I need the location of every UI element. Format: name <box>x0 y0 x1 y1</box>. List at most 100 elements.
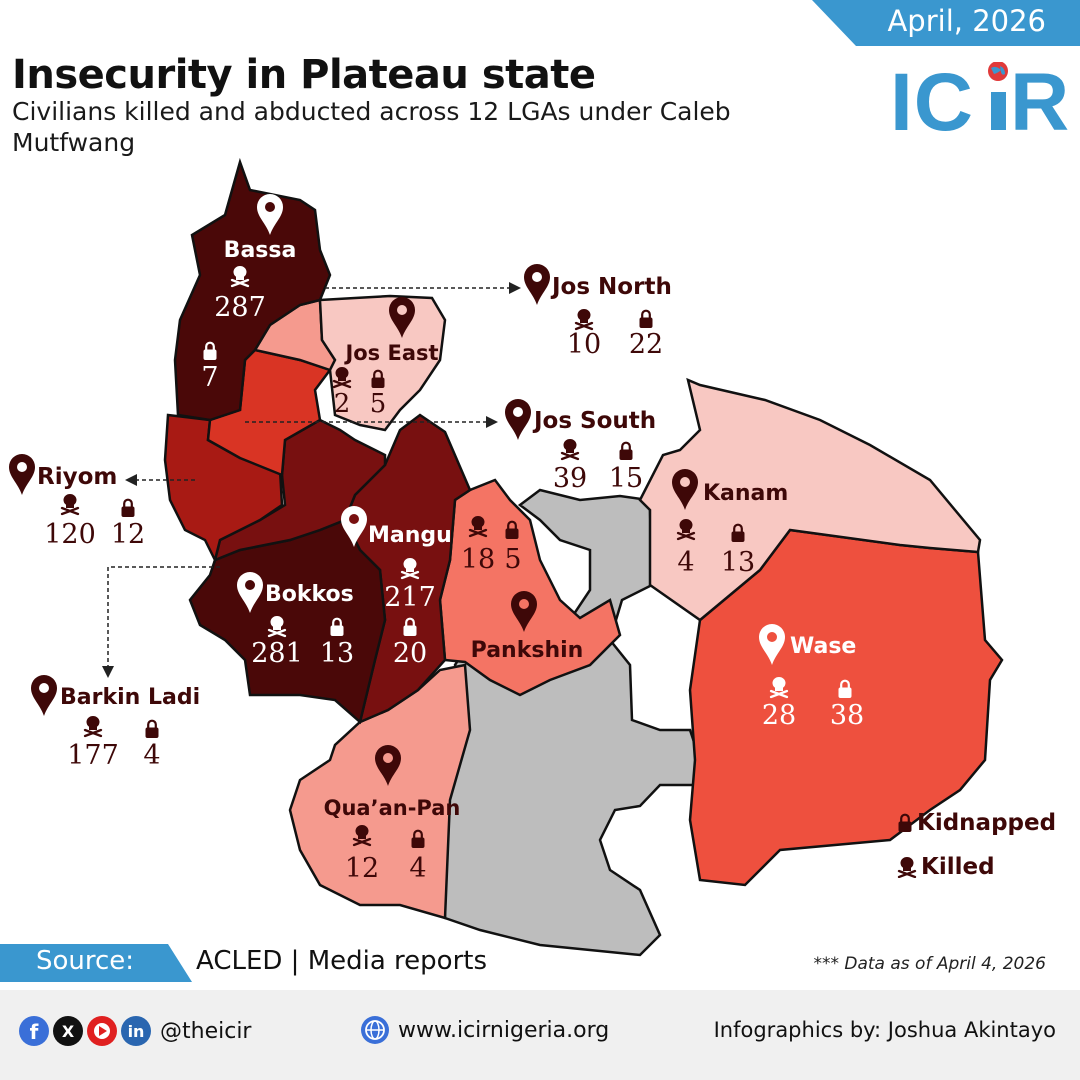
icir-logo: IC R <box>890 62 1069 138</box>
label-pankshin: 18 5 Pankshin <box>461 515 584 663</box>
label-quaan-pan: Qua’an-Pan 12 4 <box>324 745 461 884</box>
lga-name: Mangu <box>368 523 452 548</box>
killed-value: 10 <box>567 329 601 360</box>
killed-value: 287 <box>214 292 266 323</box>
legend-label: Killed <box>921 854 995 880</box>
date-tab <box>812 0 1080 46</box>
lga-name: Riyom <box>37 464 117 490</box>
svg-text:f: f <box>30 1020 39 1044</box>
data-note: *** Data as of April 4, 2026 <box>813 954 1046 974</box>
region-quaan-pan <box>288 663 472 920</box>
kidnapped-value: 4 <box>143 740 160 771</box>
pin-icon <box>505 399 531 440</box>
svg-text:in: in <box>128 1022 145 1041</box>
killed-value: 120 <box>44 519 96 550</box>
kidnapped-value: 5 <box>370 389 387 419</box>
youtube-icon[interactable] <box>86 1015 118 1047</box>
facebook-icon[interactable]: f <box>18 1015 50 1047</box>
lga-name: Bassa <box>224 238 297 263</box>
label-barkin-ladi: Barkin Ladi 177 4 <box>31 675 200 771</box>
kidnapped-value: 5 <box>504 544 521 575</box>
source-text: ACLED | Media reports <box>196 946 488 976</box>
website-link[interactable]: www.icirnigeria.org <box>360 1015 609 1045</box>
social-handle[interactable]: @theicir <box>160 1018 252 1044</box>
killed-value: 4 <box>677 547 694 578</box>
kidnapped-value: 4 <box>409 853 426 884</box>
label-mangu: Mangu 217 20 <box>341 506 452 669</box>
label-bassa: Bassa 287 7 <box>201 194 296 393</box>
kidnapped-value: 22 <box>629 329 663 360</box>
legend-label: Kidnapped <box>917 810 1057 836</box>
label-riyom: Riyom 120 12 <box>9 454 145 550</box>
lga-name: Bokkos <box>265 582 354 607</box>
kidnapped-value: 20 <box>393 638 427 669</box>
social-links: f X in @theicir <box>18 1015 251 1047</box>
map-legend: Kidnapped Killed <box>896 808 1056 896</box>
date-label: April, 2026 <box>887 4 1046 38</box>
killed-value: 217 <box>384 582 436 613</box>
kidnapped-value: 13 <box>721 547 755 578</box>
pin-icon <box>9 454 35 495</box>
killed-value: 18 <box>461 544 495 575</box>
credit: Infographics by: Joshua Akintayo <box>713 1018 1056 1042</box>
region-jos-east <box>318 294 447 432</box>
skull-icon <box>574 308 594 331</box>
skull-icon <box>897 856 917 878</box>
lga-name: Kanam <box>703 481 788 506</box>
label-jos-north: Jos North 10 22 <box>524 264 672 360</box>
lga-name: Wase <box>790 634 856 659</box>
killed-value: 177 <box>67 740 119 771</box>
label-wase: Wase 28 38 <box>759 624 864 731</box>
killed-value: 39 <box>553 463 587 494</box>
source-label: Source: <box>36 946 135 976</box>
logo-wordmark: IC <box>890 62 974 138</box>
label-kanam: Kanam 4 13 <box>672 469 788 578</box>
killed-value: 28 <box>762 700 796 731</box>
page-subtitle: Civilians killed and abducted across 12 … <box>12 97 731 157</box>
legend-kidnapped: Kidnapped <box>896 808 1056 838</box>
lock-icon <box>618 441 634 461</box>
lock-icon <box>144 719 160 739</box>
skull-icon <box>60 493 80 516</box>
legend-killed: Killed <box>896 852 1056 882</box>
svg-text:X: X <box>62 1022 75 1041</box>
linkedin-icon[interactable]: in <box>120 1015 152 1047</box>
lga-name: Barkin Ladi <box>60 685 200 710</box>
footer <box>0 990 1080 1080</box>
lga-name: Qua’an-Pan <box>324 796 461 820</box>
website-text[interactable]: www.icirnigeria.org <box>398 1017 610 1043</box>
page-title: Insecurity in Plateau state <box>12 52 596 98</box>
region-kanam <box>638 377 982 622</box>
kidnapped-value: 7 <box>201 362 218 393</box>
pin-icon <box>524 264 550 305</box>
lga-labels: Bassa 287 7 Jos North 10 22 Jos East <box>9 194 864 884</box>
killed-value: 2 <box>334 389 351 419</box>
connector-barkin-ladi <box>102 566 220 678</box>
connector-lines <box>102 282 521 678</box>
kidnapped-value: 15 <box>609 463 643 494</box>
kidnapped-value: 13 <box>320 638 354 669</box>
plateau-map: Bassa 287 7 Jos North 10 22 Jos East <box>9 157 1004 957</box>
globe-icon <box>361 1016 389 1044</box>
killed-value: 12 <box>345 853 379 884</box>
skull-icon <box>560 438 580 461</box>
kidnapped-value: 12 <box>111 519 145 550</box>
label-jos-east: Jos East 2 5 <box>332 297 439 419</box>
skull-icon <box>83 715 103 738</box>
label-jos-south: Jos South 39 15 <box>505 399 656 494</box>
kidnapped-value: 38 <box>830 700 864 731</box>
lga-name: Jos North <box>550 274 672 300</box>
source-bar <box>0 944 192 982</box>
label-bokkos: Bokkos 281 13 <box>237 572 354 669</box>
lock-icon <box>897 813 913 833</box>
lga-name: Pankshin <box>471 638 584 663</box>
pin-icon <box>31 675 57 716</box>
lga-name: Jos South <box>532 408 656 434</box>
x-icon[interactable]: X <box>52 1015 84 1047</box>
lock-icon <box>120 498 136 518</box>
svg-text:R: R <box>1010 62 1069 138</box>
lga-name: Jos East <box>343 341 438 365</box>
lock-icon <box>638 309 654 329</box>
killed-value: 281 <box>251 638 303 669</box>
